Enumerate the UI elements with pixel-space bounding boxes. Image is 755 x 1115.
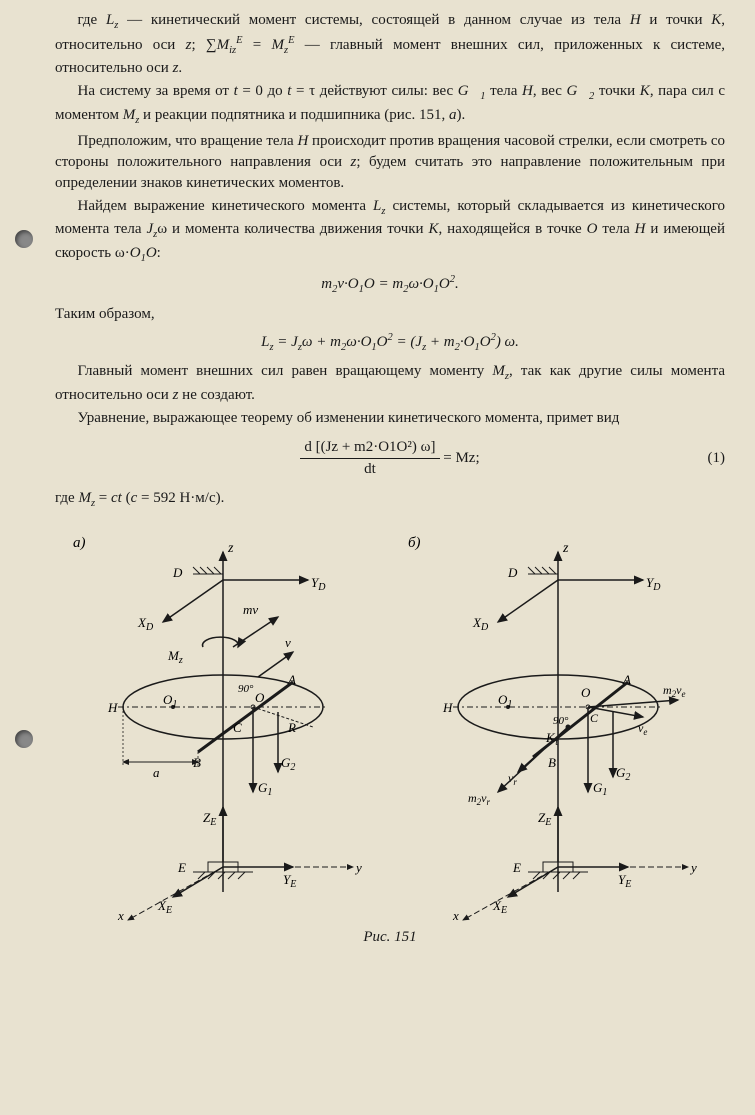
svg-text:XE: XE [157, 898, 172, 916]
svg-text:a: a [153, 765, 160, 780]
svg-text:б): б) [408, 535, 421, 551]
binding-hole [15, 730, 33, 748]
paragraph: На систему за время от t = 0 до t = τ де… [55, 81, 725, 128]
svg-text:90°: 90° [238, 683, 254, 695]
svg-text:z: z [562, 541, 569, 556]
svg-text:YD: YD [311, 575, 326, 593]
svg-text:C: C [233, 720, 242, 735]
svg-text:ZE: ZE [538, 810, 551, 828]
figure-a: а) z D YD XD Mz mv v H O1 [63, 532, 383, 922]
figure-caption: Рис. 151 [55, 927, 725, 948]
svg-text:x: x [117, 908, 124, 922]
paragraph: Предположим, что вращение тела H происхо… [55, 131, 725, 194]
formula-rhs: = Mz; [443, 450, 479, 466]
svg-text:YD: YD [646, 575, 661, 593]
formula-2: Lz = Jzω + m2ω·O1O2 = (Jz + m2·O1O2) ω. [55, 331, 725, 356]
paragraph: Таким образом, [55, 304, 725, 325]
svg-text:XD: XD [137, 615, 154, 633]
svg-text:m2ve: m2ve [663, 683, 686, 699]
svg-text:y: y [354, 860, 362, 875]
binding-hole [15, 230, 33, 248]
svg-text:O: O [581, 685, 591, 700]
svg-text:v: v [285, 635, 291, 650]
svg-text:G1: G1 [593, 780, 607, 798]
figure-b: б) z D YD XD H O1 O C A [398, 532, 718, 922]
svg-text:ve: ve [638, 721, 647, 737]
svg-text:XE: XE [492, 898, 507, 916]
svg-text:E: E [512, 860, 521, 875]
svg-text:m2vr: m2vr [468, 791, 491, 807]
svg-text:D: D [507, 565, 518, 580]
paragraph: Уравнение, выражающее теорему об изменен… [55, 408, 725, 429]
svg-text:mv: mv [243, 602, 258, 617]
svg-text:D: D [172, 565, 183, 580]
svg-text:y: y [689, 860, 697, 875]
frac-denominator: dt [300, 459, 439, 480]
svg-text:B: B [548, 755, 556, 770]
svg-text:а): а) [73, 535, 86, 551]
svg-text:YE: YE [283, 872, 296, 890]
svg-text:C: C [590, 711, 599, 725]
svg-text:R: R [287, 720, 296, 735]
paragraph: Найдем выражение кинетического момента L… [55, 196, 725, 267]
svg-text:YE: YE [618, 872, 631, 890]
svg-text:ZE: ZE [203, 810, 216, 828]
paragraph: где Lz — кинетический момент системы, со… [55, 10, 725, 79]
svg-text:Mz: Mz [167, 648, 183, 666]
formula-1: m2v·O1O = m2ω·O1O2. [55, 273, 725, 298]
svg-text:H: H [107, 700, 118, 715]
frac-numerator: d [(Jz + m2·O1O²) ω] [300, 437, 439, 459]
svg-text:G1: G1 [258, 780, 272, 798]
svg-text:G2: G2 [281, 755, 295, 773]
paragraph: где Mz = ct (c = 592 Н·м/с). [55, 488, 725, 512]
svg-text:H: H [442, 700, 453, 715]
svg-text:XD: XD [472, 615, 489, 633]
svg-text:E: E [177, 860, 186, 875]
formula-3: d [(Jz + m2·O1O²) ω] dt = Mz; (1) [55, 437, 725, 480]
svg-text:G2: G2 [616, 765, 630, 783]
paragraph: Главный момент внешних сил равен вращающ… [55, 361, 725, 406]
svg-text:x: x [452, 908, 459, 922]
svg-text:z: z [227, 541, 234, 556]
equation-number: (1) [708, 448, 726, 469]
figures-container: а) z D YD XD Mz mv v H O1 [55, 532, 725, 922]
